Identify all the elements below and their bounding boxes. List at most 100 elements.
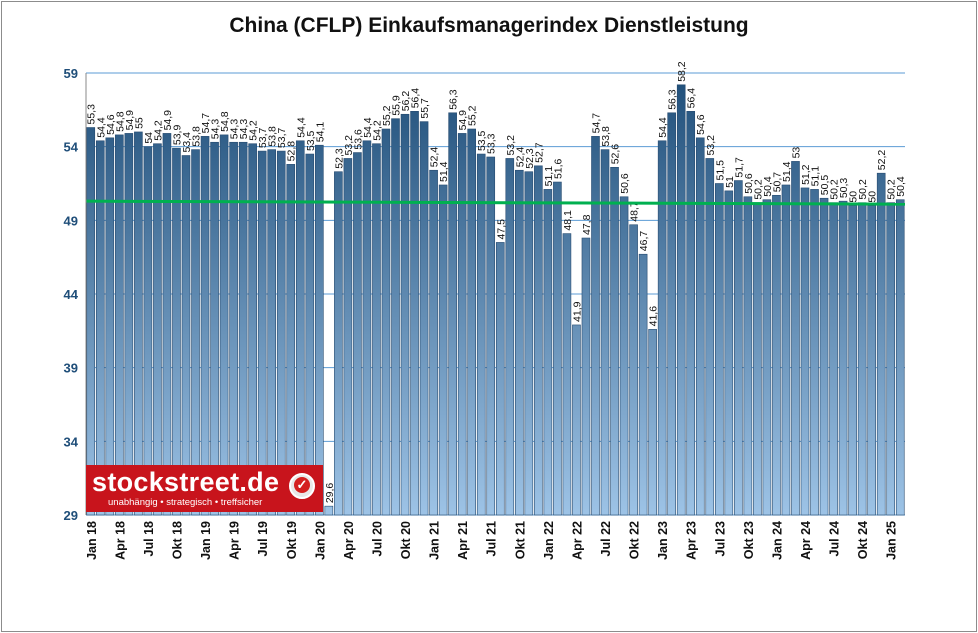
data-label: 54,4 — [362, 117, 374, 138]
data-label: 51,2 — [800, 164, 812, 185]
bar — [153, 143, 162, 516]
data-label: 48,7 — [629, 201, 641, 222]
bar — [762, 199, 772, 516]
bar — [791, 161, 800, 516]
bar — [810, 189, 819, 516]
data-label: 55,2 — [381, 105, 393, 126]
data-label: 48,1 — [562, 210, 574, 231]
x-tick-label: Okt 23 — [742, 521, 756, 559]
data-label: 46,7 — [638, 231, 650, 252]
bar — [867, 205, 876, 516]
data-label: 53,8 — [600, 126, 612, 147]
x-tick-label: Jan 21 — [428, 521, 442, 560]
data-label: 53,8 — [267, 126, 279, 147]
data-label: 50,7 — [771, 172, 783, 193]
data-label: 53,6 — [352, 129, 364, 150]
bar — [295, 140, 305, 516]
x-tick-label: Apr 23 — [685, 521, 699, 560]
x-tick-label: Jul 20 — [370, 521, 384, 556]
x-tick-label: Apr 21 — [456, 521, 470, 560]
bar — [200, 136, 210, 516]
data-label: 55,9 — [391, 95, 403, 116]
bar — [467, 128, 476, 516]
data-label: 50,6 — [619, 173, 631, 194]
data-label: 54,2 — [152, 120, 164, 141]
data-label: 54,9 — [162, 110, 174, 131]
bar — [191, 149, 200, 516]
bar — [105, 137, 115, 516]
data-label: 53,2 — [705, 135, 717, 156]
trend-line — [85, 199, 906, 206]
data-label: 50,2 — [752, 179, 764, 200]
x-tick-label: Jan 22 — [542, 521, 556, 560]
bar — [419, 121, 429, 516]
data-label: 53,9 — [171, 125, 183, 146]
data-label: 53,3 — [486, 133, 498, 154]
bar — [315, 144, 324, 516]
bar — [353, 152, 362, 516]
x-tick-label: Okt 18 — [170, 521, 184, 559]
bar — [848, 205, 857, 516]
y-tick-label: 34 — [64, 434, 79, 449]
data-label: 52,7 — [533, 142, 545, 163]
bar — [257, 150, 267, 516]
bar — [619, 196, 629, 516]
data-label: 53,7 — [276, 127, 288, 148]
x-tick-label: Apr 19 — [228, 521, 242, 560]
data-label: 55,3 — [86, 104, 98, 125]
bar — [838, 200, 848, 516]
data-label: 54 — [143, 132, 155, 144]
bar — [343, 158, 353, 516]
x-tick-label: Apr 24 — [799, 521, 813, 560]
data-label: 50,2 — [857, 179, 869, 200]
data-label: 58,2 — [676, 61, 688, 82]
bar — [219, 134, 229, 516]
bar — [429, 169, 438, 516]
data-label: 51,5 — [714, 160, 726, 181]
x-tick-label: Jan 25 — [885, 521, 899, 560]
bar — [648, 329, 657, 516]
bar — [714, 183, 724, 516]
bar — [629, 224, 638, 516]
x-tick-label: Okt 19 — [285, 521, 299, 559]
bar — [734, 180, 743, 516]
bar — [276, 150, 286, 516]
bar — [248, 143, 257, 516]
data-label: 53,2 — [505, 135, 517, 156]
bar — [895, 199, 905, 516]
bar — [591, 136, 600, 516]
x-tick-label: Jul 22 — [599, 521, 613, 556]
bar — [724, 190, 734, 516]
data-label: 50,6 — [743, 173, 755, 194]
data-label: 54,2 — [371, 120, 383, 141]
data-label: 54,4 — [295, 117, 307, 138]
data-label: 53,8 — [191, 126, 203, 147]
data-label: 47,5 — [495, 219, 507, 240]
bar — [857, 202, 867, 516]
data-label: 50,3 — [838, 178, 850, 199]
bar — [657, 140, 667, 516]
y-tick-label: 54 — [64, 140, 79, 155]
bar — [124, 133, 134, 516]
bar — [400, 113, 410, 516]
x-tick-label: Jul 21 — [485, 521, 499, 556]
bar — [781, 184, 791, 516]
x-tick-label: Jul 24 — [828, 521, 842, 556]
data-label: 53,5 — [305, 130, 317, 151]
data-label: 50,4 — [895, 176, 907, 197]
bar — [886, 202, 896, 516]
data-label: 50,2 — [829, 179, 841, 200]
x-tick-label: Apr 20 — [342, 521, 356, 560]
bar — [562, 233, 572, 516]
data-label: 54,3 — [229, 119, 241, 140]
checkmark-icon: ✓ — [289, 473, 315, 499]
y-tick-label: 49 — [64, 213, 78, 228]
data-label: 51,4 — [438, 161, 450, 182]
logo-tagline: unabhängig • strategisch • treffsicher — [108, 497, 263, 508]
x-tick-label: Jan 23 — [656, 521, 670, 560]
data-label: 52,4 — [514, 147, 526, 168]
bar — [324, 505, 334, 516]
bar — [115, 134, 124, 516]
data-label: 50,4 — [762, 176, 774, 197]
